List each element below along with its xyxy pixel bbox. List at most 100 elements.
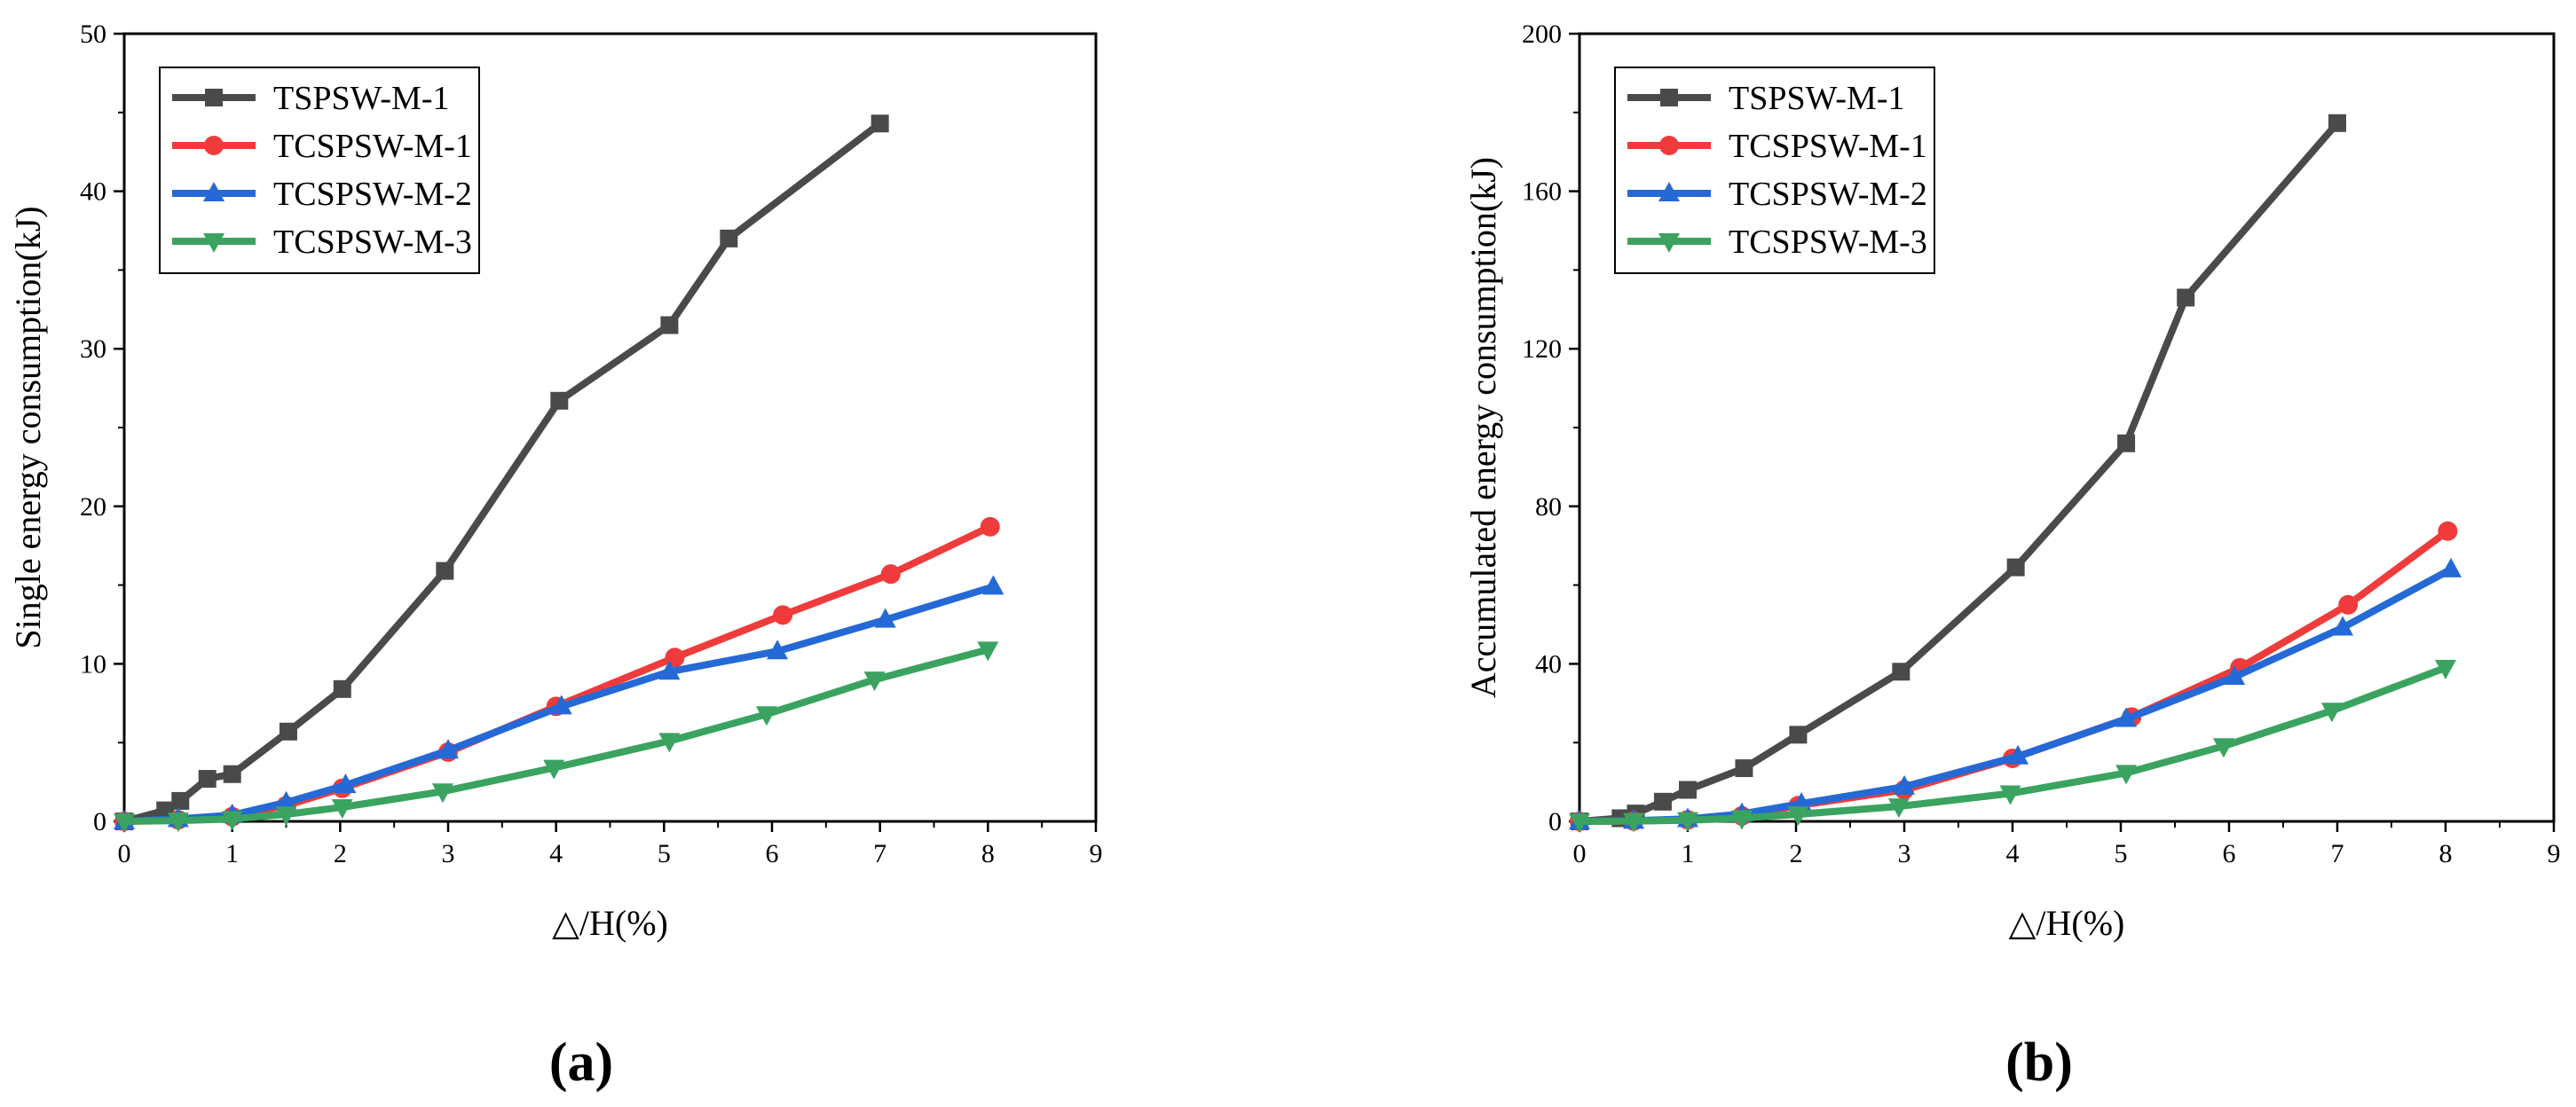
data-point — [1569, 813, 1590, 833]
data-point — [2332, 616, 2354, 636]
legend-label: TCSPSW-M-1 — [273, 128, 472, 165]
x-tick-label: 1 — [1682, 839, 1695, 868]
data-point — [2212, 738, 2234, 758]
chart-panel-a: 0 1 2 3 4 5 6 7 8 9 0 10 20 30 40 50 △/H(%) Single energy… — [8, 20, 1103, 1093]
data-point — [1677, 812, 1698, 832]
data-point — [660, 316, 679, 334]
data-point — [171, 791, 190, 810]
x-tick-label: 3 — [1898, 839, 1911, 868]
legend: TSPSW-M-1 TCSPSW-M-1 TCSPSW-M-2 TCSPSW-M-3 — [159, 67, 480, 274]
x-tick-label: 7 — [873, 839, 886, 868]
y-tick-label: 0 — [93, 807, 106, 836]
x-tick-label: 4 — [2006, 839, 2020, 868]
data-point — [550, 391, 569, 410]
y-tick-label: 80 — [1535, 492, 1562, 522]
data-point — [1623, 813, 1644, 833]
y-axis-title: Accumulated energy consumption(kJ) — [1463, 157, 1503, 698]
data-point — [2177, 288, 2195, 307]
data-point — [1892, 663, 1910, 681]
data-point — [2440, 557, 2462, 577]
data-point — [331, 799, 353, 820]
x-tick-label: 5 — [2115, 839, 2128, 868]
legend: TSPSW-M-1 TCSPSW-M-1 TCSPSW-M-2 TCSPSW-M-3 — [1614, 67, 1935, 274]
legend-marker — [204, 136, 224, 155]
x-tick-label: 2 — [1790, 839, 1803, 868]
panel-caption: (b) — [2005, 1032, 2073, 1093]
data-point — [275, 806, 297, 827]
data-point — [275, 790, 297, 811]
data-point — [1894, 774, 1915, 795]
data-point — [279, 722, 297, 741]
y-tick-label: 0 — [1548, 807, 1562, 836]
y-tick-label: 30 — [80, 334, 106, 364]
x-tick-label: 9 — [2548, 839, 2561, 868]
legend-marker — [1658, 182, 1680, 201]
data-point — [437, 739, 459, 759]
data-point — [2006, 558, 2025, 577]
data-point — [2328, 114, 2346, 132]
data-point — [863, 671, 886, 692]
data-point — [658, 660, 681, 680]
x-tick-label: 6 — [766, 839, 779, 868]
data-point — [2117, 434, 2136, 452]
data-point — [221, 811, 243, 831]
chart-panel-b: 0 1 2 3 4 5 6 7 8 9 0 40 80 120 160 200 △/H(%) Accumulate… — [1463, 20, 2561, 1093]
data-point — [2438, 521, 2458, 541]
x-tick-label: 8 — [981, 839, 995, 868]
data-point — [1735, 759, 1753, 778]
x-tick-label: 1 — [225, 839, 239, 868]
y-tick-label: 120 — [1522, 334, 1562, 364]
legend-marker — [1660, 89, 1678, 106]
y-tick-label: 40 — [1535, 649, 1562, 679]
data-point — [2435, 659, 2456, 679]
data-point — [1731, 810, 1753, 830]
panel-caption: (a) — [549, 1032, 613, 1093]
data-point — [982, 575, 1004, 595]
data-point — [1887, 798, 1910, 819]
data-point — [870, 114, 889, 133]
data-point — [335, 773, 357, 794]
data-point — [1999, 785, 2021, 805]
x-tick-label: 7 — [2331, 839, 2344, 868]
data-point — [2007, 744, 2029, 765]
data-point — [980, 516, 1000, 537]
data-point — [2115, 765, 2138, 785]
x-tick-label: 4 — [549, 839, 563, 868]
x-tick-label: 5 — [658, 839, 671, 868]
data-point — [1789, 726, 1808, 744]
data-point — [2115, 707, 2138, 727]
series-line — [121, 522, 994, 825]
legend-label: TCSPSW-M-1 — [1729, 128, 1927, 165]
data-point — [773, 605, 793, 625]
data-point — [167, 813, 189, 833]
legend-marker — [205, 89, 223, 106]
legend-label: TCSPSW-M-3 — [1729, 224, 1927, 261]
x-axis-title: △/H(%) — [2009, 903, 2125, 943]
series-TCSPSW-M-3 — [114, 641, 999, 833]
x-tick-label: 0 — [118, 839, 131, 868]
series-TCSPSW-M-3 — [1569, 659, 2456, 833]
series-line — [121, 646, 992, 825]
x-tick-label: 2 — [334, 839, 347, 868]
data-point — [2320, 703, 2343, 723]
data-point — [198, 770, 217, 789]
legend-label: TCSPSW-M-2 — [1729, 176, 1927, 213]
x-axis-title: △/H(%) — [552, 903, 668, 943]
data-point — [874, 608, 896, 628]
data-point — [1653, 792, 1672, 811]
data-point — [755, 706, 777, 726]
data-point — [114, 813, 135, 833]
data-point — [880, 564, 901, 585]
legend-marker — [203, 233, 225, 253]
series-TCSPSW-M-2 — [114, 575, 1004, 829]
legend-marker — [203, 182, 225, 201]
data-point — [550, 695, 572, 715]
data-point — [1787, 806, 1809, 827]
series-TSPSW-M-1 — [115, 114, 889, 830]
x-tick-label: 8 — [2439, 839, 2453, 868]
data-point — [658, 733, 681, 753]
legend-marker — [1658, 233, 1680, 253]
x-tick-label: 0 — [1573, 839, 1587, 868]
y-tick-label: 20 — [80, 492, 106, 522]
